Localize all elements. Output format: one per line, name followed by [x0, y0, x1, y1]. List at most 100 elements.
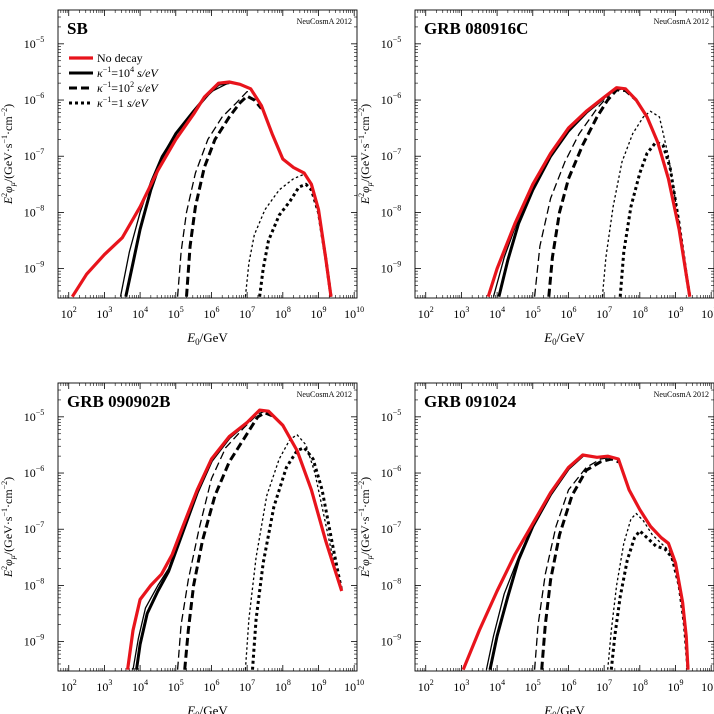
plot-frame: [414, 382, 714, 672]
series-line-dotted-thick: [251, 446, 344, 670]
y-tick-label: 10−7: [24, 147, 45, 163]
x-tick-label: 103: [453, 678, 469, 694]
series-line-dotted-thin: [244, 434, 343, 670]
series-line-solid-thick: [488, 454, 584, 671]
x-tick-label: 106: [560, 678, 576, 694]
series-line-solid-thin: [119, 82, 230, 297]
y-tick-label: 10−6: [381, 91, 402, 107]
x-tick-label: 102: [61, 305, 77, 321]
series-line-dashed-thick: [547, 88, 638, 297]
y-tick-label: 10−9: [24, 260, 45, 276]
y-tick-label: 10−6: [381, 464, 402, 480]
x-tick-label: 105: [168, 305, 184, 321]
series-line-dotted-thick: [609, 529, 690, 670]
y-tick-label: 10−7: [381, 520, 402, 536]
series-line-solid-thin: [492, 111, 587, 297]
x-tick-label: 103: [96, 678, 112, 694]
x-axis-label: E0/GeV: [186, 330, 228, 347]
watermark-text: NeuCosmA 2012: [654, 390, 709, 399]
panel-grb-080916c: 102 103 104 105 106 107 108 109 1010 10−9 10−8 10−7…: [357, 9, 714, 347]
x-tick-label: 108: [632, 305, 648, 321]
x-tick-label: 104: [489, 678, 505, 694]
x-tick-label: 1010: [701, 678, 714, 694]
x-tick-label: 108: [275, 305, 291, 321]
legend-label-dotted: κ−1=1 s/eV: [97, 95, 149, 110]
x-tick-label: 1010: [344, 305, 364, 321]
x-tick-label: 103: [96, 305, 112, 321]
x-tick-label: 109: [667, 305, 683, 321]
x-tick-label: 109: [310, 305, 326, 321]
x-tick-label: 106: [203, 305, 219, 321]
panel-title: GRB 091024: [424, 392, 517, 411]
y-tick-label: 10−5: [24, 408, 45, 424]
series-line-red: [70, 80, 333, 298]
series-line-dotted-thin: [244, 173, 332, 297]
legend-label-red: No decay: [97, 51, 143, 65]
y-tick-label: 10−8: [24, 203, 45, 219]
panel-grb-091024: 102 103 104 105 106 107 108 109 1010 10−9 10−8 10−7…: [357, 382, 714, 714]
y-tick-label: 10−9: [381, 633, 402, 649]
x-tick-label: 105: [525, 305, 541, 321]
series-line-dashed-thick: [185, 94, 263, 297]
x-tick-label: 104: [132, 678, 148, 694]
series-line-dashed-thick: [540, 457, 619, 670]
legend-label-dashed: κ−1=102 s/eV: [97, 80, 159, 95]
x-tick-label: 107: [239, 305, 255, 321]
legend-label-solid: κ−1=104 s/eV: [97, 65, 159, 80]
x-tick-label: 102: [61, 678, 77, 694]
y-tick-label: 10−6: [24, 464, 45, 480]
y-tick-label: 10−5: [24, 35, 45, 51]
x-tick-label: 1010: [701, 305, 714, 321]
series-line-dashed-thin: [176, 90, 262, 297]
series-line-dashed-thick: [183, 411, 273, 670]
series-line-dashed-thin: [533, 456, 619, 670]
series-line-solid-thick: [124, 81, 230, 298]
y-tick-label: 10−8: [381, 203, 402, 219]
y-tick-label: 10−9: [24, 633, 45, 649]
x-axis-label: E0/GeV: [543, 703, 585, 714]
series-line-red: [461, 453, 690, 671]
x-tick-label: 107: [596, 305, 612, 321]
watermark-text: NeuCosmA 2012: [297, 390, 352, 399]
series-line-solid-thin: [485, 467, 570, 670]
y-tick-label: 10−6: [24, 91, 45, 107]
plot-frame: [414, 9, 714, 299]
panel-grb-090902b: 102 103 104 105 106 107 108 109 1010 10−9 10−8 10−7…: [0, 382, 364, 714]
series-line-red: [486, 86, 692, 298]
series-line-red: [126, 408, 344, 670]
x-tick-label: 104: [489, 305, 505, 321]
x-tick-label: 106: [203, 678, 219, 694]
y-axis-label: E2φμ/(GeV·s−1·cm−2): [0, 104, 17, 205]
y-axis-label: E2φμ/(GeV·s−1·cm−2): [357, 477, 374, 578]
watermark-text: NeuCosmA 2012: [297, 17, 352, 26]
x-tick-label: 103: [453, 305, 469, 321]
panel-title: SB: [67, 19, 88, 38]
watermark-text: NeuCosmA 2012: [654, 17, 709, 26]
panel-title: GRB 090902B: [67, 392, 170, 411]
y-tick-label: 10−7: [381, 147, 402, 163]
x-tick-label: 104: [132, 305, 148, 321]
x-tick-label: 107: [239, 678, 255, 694]
x-tick-label: 1010: [344, 678, 364, 694]
y-tick-label: 10−5: [381, 35, 402, 51]
x-tick-label: 102: [418, 305, 434, 321]
x-tick-label: 105: [168, 678, 184, 694]
y-tick-label: 10−8: [381, 576, 402, 592]
x-tick-label: 108: [275, 678, 291, 694]
x-tick-label: 108: [632, 678, 648, 694]
y-axis-label: E2φμ/(GeV·s−1·cm−2): [357, 104, 374, 205]
y-tick-label: 10−8: [24, 576, 45, 592]
x-tick-label: 102: [418, 678, 434, 694]
y-axis-label: E2φμ/(GeV·s−1·cm−2): [0, 477, 17, 578]
y-tick-label: 10−5: [381, 408, 402, 424]
x-axis-label: E0/GeV: [543, 330, 585, 347]
x-tick-label: 106: [560, 305, 576, 321]
x-tick-label: 107: [596, 678, 612, 694]
series-line-dotted-thick: [618, 140, 692, 297]
series-line-dotted-thick: [258, 182, 333, 297]
x-tick-label: 109: [310, 678, 326, 694]
x-axis-label: E0/GeV: [186, 703, 228, 714]
plot-frame: [57, 9, 358, 299]
